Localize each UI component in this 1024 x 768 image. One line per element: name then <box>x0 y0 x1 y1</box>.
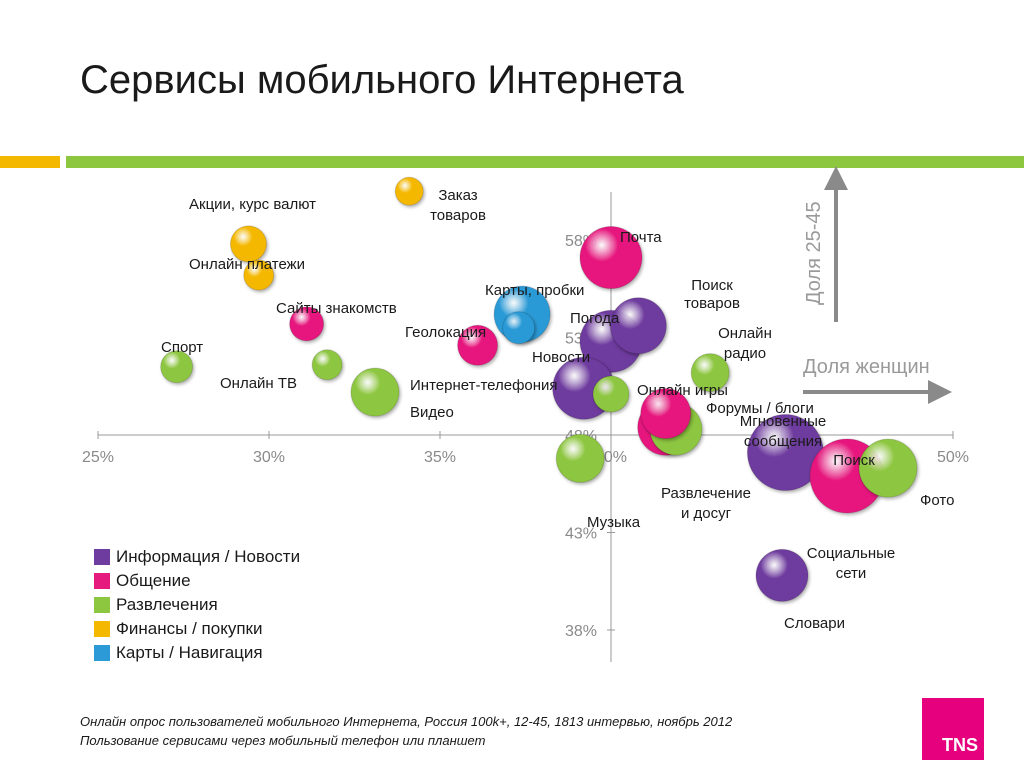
chart-legend: Информация / Новости Общение Развлечения… <box>94 545 300 665</box>
point-label: Форумы / блоги <box>706 400 814 417</box>
footnote: Онлайн опрос пользователей мобильного Ин… <box>80 712 732 750</box>
logo-text: TNS <box>942 735 978 755</box>
bubble <box>609 297 667 355</box>
bubble <box>755 548 809 602</box>
point-label: Музыка <box>587 514 641 531</box>
bubble <box>311 349 343 381</box>
point-label: Онлайн радио <box>718 325 772 362</box>
point-label: Почта <box>620 229 662 246</box>
point-label: Словари <box>784 615 845 632</box>
point-label: Мгновенные сообщения <box>740 413 826 450</box>
bubble <box>229 225 267 263</box>
legend-swatch <box>94 597 110 613</box>
legend-label: Развлечения <box>116 595 218 614</box>
bubble <box>457 324 499 366</box>
accent-bar-orange <box>0 156 60 168</box>
x-tick-label: 35% <box>424 449 456 466</box>
point-label: Поиск товаров <box>684 277 740 312</box>
point-label: Фото <box>920 492 954 509</box>
x-tick-label: 50% <box>937 449 969 466</box>
bubble <box>394 176 424 206</box>
x-tick-label: 25% <box>82 449 114 466</box>
y-tick-label: 43% <box>565 526 597 543</box>
point-label: Социальные сети <box>807 545 895 582</box>
point-label: Погода <box>570 310 620 327</box>
point-label: Заказ товаров <box>430 187 486 224</box>
y-tick-label: 38% <box>565 623 597 640</box>
bubble <box>502 311 536 345</box>
bubble <box>243 259 275 291</box>
point-label: Онлайн ТВ <box>220 375 297 392</box>
bubble <box>555 433 605 483</box>
legend-label: Информация / Новости <box>116 547 301 566</box>
bubble-chart: 25%30%35%40%45%50%38%43%48%53%58%Доля 25… <box>82 166 969 662</box>
point-label: Онлайн платежи <box>189 256 305 273</box>
legend-item-info: Информация / Новости <box>94 545 300 569</box>
bubble <box>592 375 630 413</box>
tns-logo: TNS <box>922 698 984 760</box>
legend-item-communication: Общение <box>94 569 300 593</box>
y-axis-title: Доля 25-45 <box>803 201 825 305</box>
point-label: Сайты знакомств <box>276 300 397 317</box>
bubble <box>160 350 194 384</box>
legend-item-finance: Финансы / покупки <box>94 617 300 641</box>
point-label: Спорт <box>161 339 203 356</box>
legend-swatch <box>94 645 110 661</box>
legend-swatch <box>94 621 110 637</box>
point-label: Карты, пробки <box>485 282 584 299</box>
bubble <box>858 438 918 498</box>
bubble <box>350 367 400 417</box>
footnote-line: Пользование сервисами через мобильный те… <box>80 733 486 748</box>
point-label: Интернет-телефония <box>410 377 558 394</box>
legend-label: Карты / Навигация <box>116 643 263 662</box>
legend-label: Финансы / покупки <box>116 619 263 638</box>
accent-bar-green <box>66 156 1024 168</box>
point-label: Развлечение и досуг <box>661 485 751 522</box>
page-title: Сервисы мобильного Интернета <box>80 58 684 102</box>
x-axis-title: Доля женщин <box>803 356 930 378</box>
point-label: Поиск <box>833 452 875 469</box>
footnote-line: Онлайн опрос пользователей мобильного Ин… <box>80 714 733 729</box>
bubble <box>640 388 692 440</box>
x-tick-label: 30% <box>253 449 285 466</box>
legend-swatch <box>94 573 110 589</box>
bubble <box>690 353 730 393</box>
legend-swatch <box>94 549 110 565</box>
point-label: Новости <box>532 349 590 366</box>
legend-label: Общение <box>116 571 191 590</box>
bubble <box>579 226 643 290</box>
legend-item-entertainment: Развлечения <box>94 593 300 617</box>
bubble <box>289 306 325 342</box>
point-label: Геолокация <box>405 324 486 341</box>
legend-item-maps: Карты / Навигация <box>94 641 300 665</box>
point-label: Онлайн игры <box>637 382 728 399</box>
point-label: Акции, курс валют <box>189 196 316 213</box>
point-label: Видео <box>410 404 454 421</box>
